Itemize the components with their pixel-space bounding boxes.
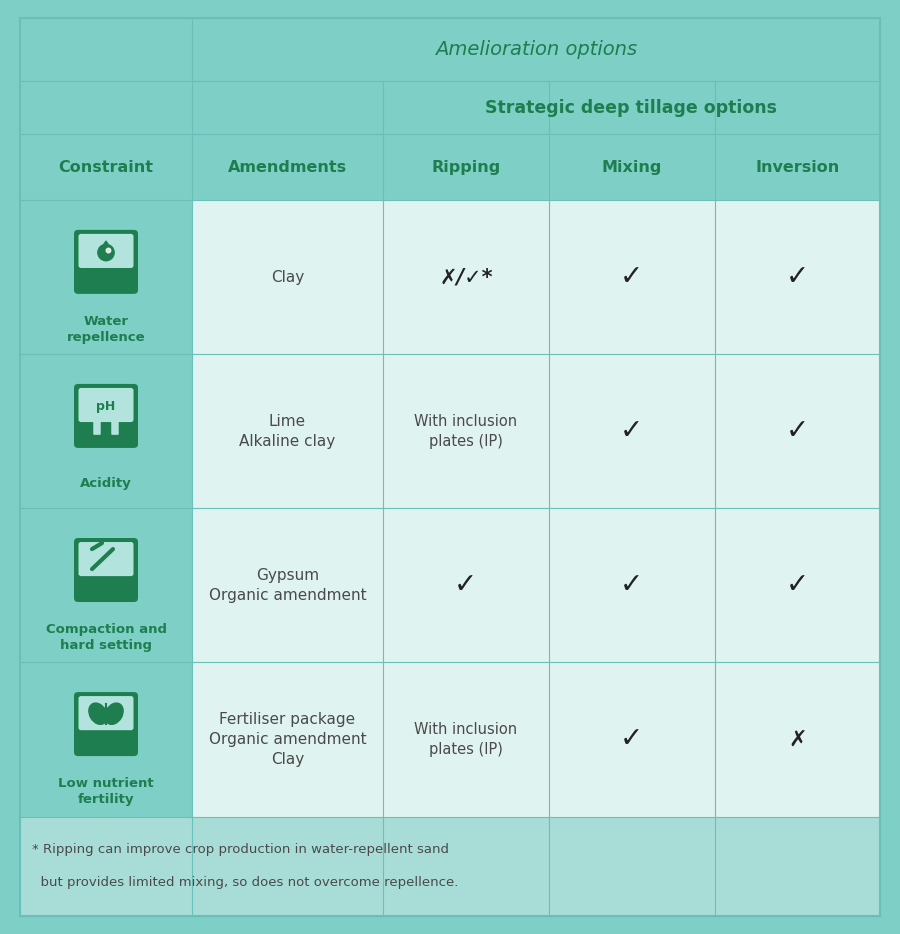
Text: Amendments: Amendments [228,160,347,175]
Text: ✓: ✓ [620,417,643,446]
FancyBboxPatch shape [74,230,138,294]
FancyBboxPatch shape [78,542,133,576]
Bar [382,662,549,816]
Text: Constraint: Constraint [58,160,154,175]
Text: ✓: ✓ [454,572,478,600]
Text: ✓: ✓ [620,263,643,291]
Text: Acidity: Acidity [80,477,132,490]
Text: pH: pH [96,400,115,413]
Text: Compaction and
hard setting: Compaction and hard setting [46,623,166,652]
FancyBboxPatch shape [112,417,119,435]
Text: ✓: ✓ [786,417,809,446]
Bar [192,662,382,816]
Text: ✓: ✓ [620,572,643,600]
Ellipse shape [88,702,108,725]
Bar [20,18,880,81]
Text: * Ripping can improve crop production in water-repellent sand: * Ripping can improve crop production in… [32,843,449,856]
Text: Low nutrient
fertility: Low nutrient fertility [58,777,154,806]
FancyBboxPatch shape [74,538,138,602]
Bar [715,354,880,508]
Circle shape [98,245,114,261]
Text: Water
repellence: Water repellence [67,315,145,344]
FancyBboxPatch shape [78,234,133,268]
Text: Amelioration options: Amelioration options [435,40,637,59]
FancyBboxPatch shape [94,417,101,435]
Text: Gypsum
Organic amendment: Gypsum Organic amendment [209,568,366,602]
Bar [20,662,192,816]
Text: Clay: Clay [271,270,304,285]
Text: Inversion: Inversion [755,160,840,175]
Bar [549,354,715,508]
FancyBboxPatch shape [74,384,138,448]
Text: Mixing: Mixing [602,160,662,175]
Bar [20,816,880,916]
Text: With inclusion
plates (IP): With inclusion plates (IP) [414,722,518,757]
Bar [20,508,192,662]
Bar [549,662,715,816]
Text: ✓: ✓ [786,263,809,291]
Bar [549,200,715,354]
Bar [382,354,549,508]
Text: ✓: ✓ [786,572,809,600]
FancyBboxPatch shape [74,692,138,757]
Bar [192,354,382,508]
Bar [382,200,549,354]
Text: Ripping: Ripping [431,160,500,175]
Text: Fertiliser package
Organic amendment
Clay: Fertiliser package Organic amendment Cla… [209,713,366,767]
Bar [20,354,192,508]
Bar [715,662,880,816]
Text: ✗/✓*: ✗/✓* [439,267,492,288]
Text: but provides limited mixing, so does not overcome repellence.: but provides limited mixing, so does not… [32,876,458,889]
Bar [382,508,549,662]
Polygon shape [100,241,112,250]
Bar [192,200,382,354]
Text: ✓: ✓ [620,726,643,754]
Bar [20,200,192,354]
Bar [20,81,880,134]
Circle shape [106,248,111,253]
FancyBboxPatch shape [78,388,133,422]
Bar [192,508,382,662]
Bar [715,200,880,354]
Bar [715,508,880,662]
Bar [549,508,715,662]
Text: With inclusion
plates (IP): With inclusion plates (IP) [414,414,518,448]
Text: Strategic deep tillage options: Strategic deep tillage options [485,99,778,117]
Ellipse shape [104,702,124,725]
FancyBboxPatch shape [78,696,133,730]
Bar [20,134,880,200]
Text: Lime
Alkaline clay: Lime Alkaline clay [239,414,336,448]
Text: ✗: ✗ [788,729,806,749]
